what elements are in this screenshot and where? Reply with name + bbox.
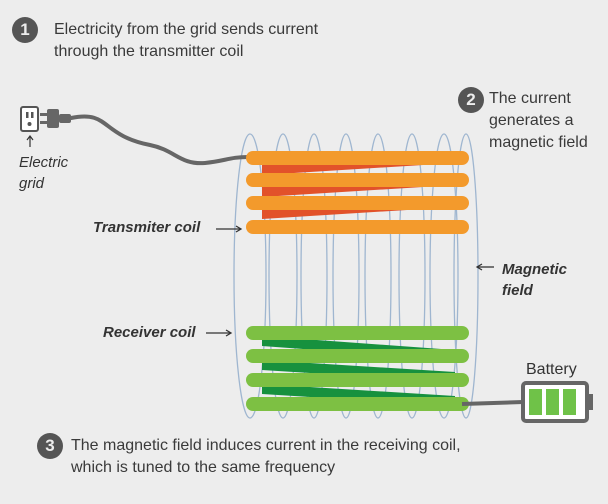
field-line [364,133,392,419]
receiver-coil-back [262,336,455,406]
outlet-icon [20,106,39,132]
step-2-line-3: magnetic field [489,134,588,151]
transmitter-coil-label: Transmiter coil [93,219,201,236]
step-3-line-2: which is tuned to the same frequency [71,459,336,476]
power-cord [69,114,250,166]
step-3-text: The magnetic field induces current in th… [71,435,461,479]
step-2-text: The current generates a magnetic field [489,88,588,154]
battery-icon [521,381,593,423]
field-line [398,133,426,419]
step-3-badge: 3 [37,433,63,459]
arrow-icon [26,135,34,147]
magnetic-field-lines [233,133,479,419]
field-line [332,133,360,419]
transmitter-coil [246,151,469,234]
label-arrows [206,225,494,337]
step-1-line-1: Electricity from the grid sends current [54,21,319,38]
plug-icon [40,109,71,128]
electric-grid-label: Electric grid [19,152,68,194]
field-line [429,133,459,419]
magnetic-field-label: Magnetic field [502,259,567,301]
step-1-line-2: through the transmitter coil [54,43,244,60]
field-line [268,133,298,419]
field-line [233,133,267,419]
step-2-line-2: generates a [489,112,574,129]
field-line [300,133,328,419]
step-2-line-1: The current [489,90,571,107]
step-1-text: Electricity from the grid sends current … [54,19,318,63]
electric-grid-line-1: Electric [19,154,69,171]
battery-wire [461,400,524,406]
magnetic-field-line-2: field [502,282,533,299]
step-3-line-1: The magnetic field induces current in th… [71,437,461,454]
step-2-badge: 2 [458,87,484,113]
electric-grid-line-2: grid [19,175,45,192]
field-line [453,133,479,419]
battery-label: Battery [526,361,577,378]
magnetic-field-line-1: Magnetic [502,261,568,278]
receiver-coil-label: Receiver coil [103,324,196,341]
receiver-coil [246,326,469,411]
step-1-badge: 1 [12,17,38,43]
